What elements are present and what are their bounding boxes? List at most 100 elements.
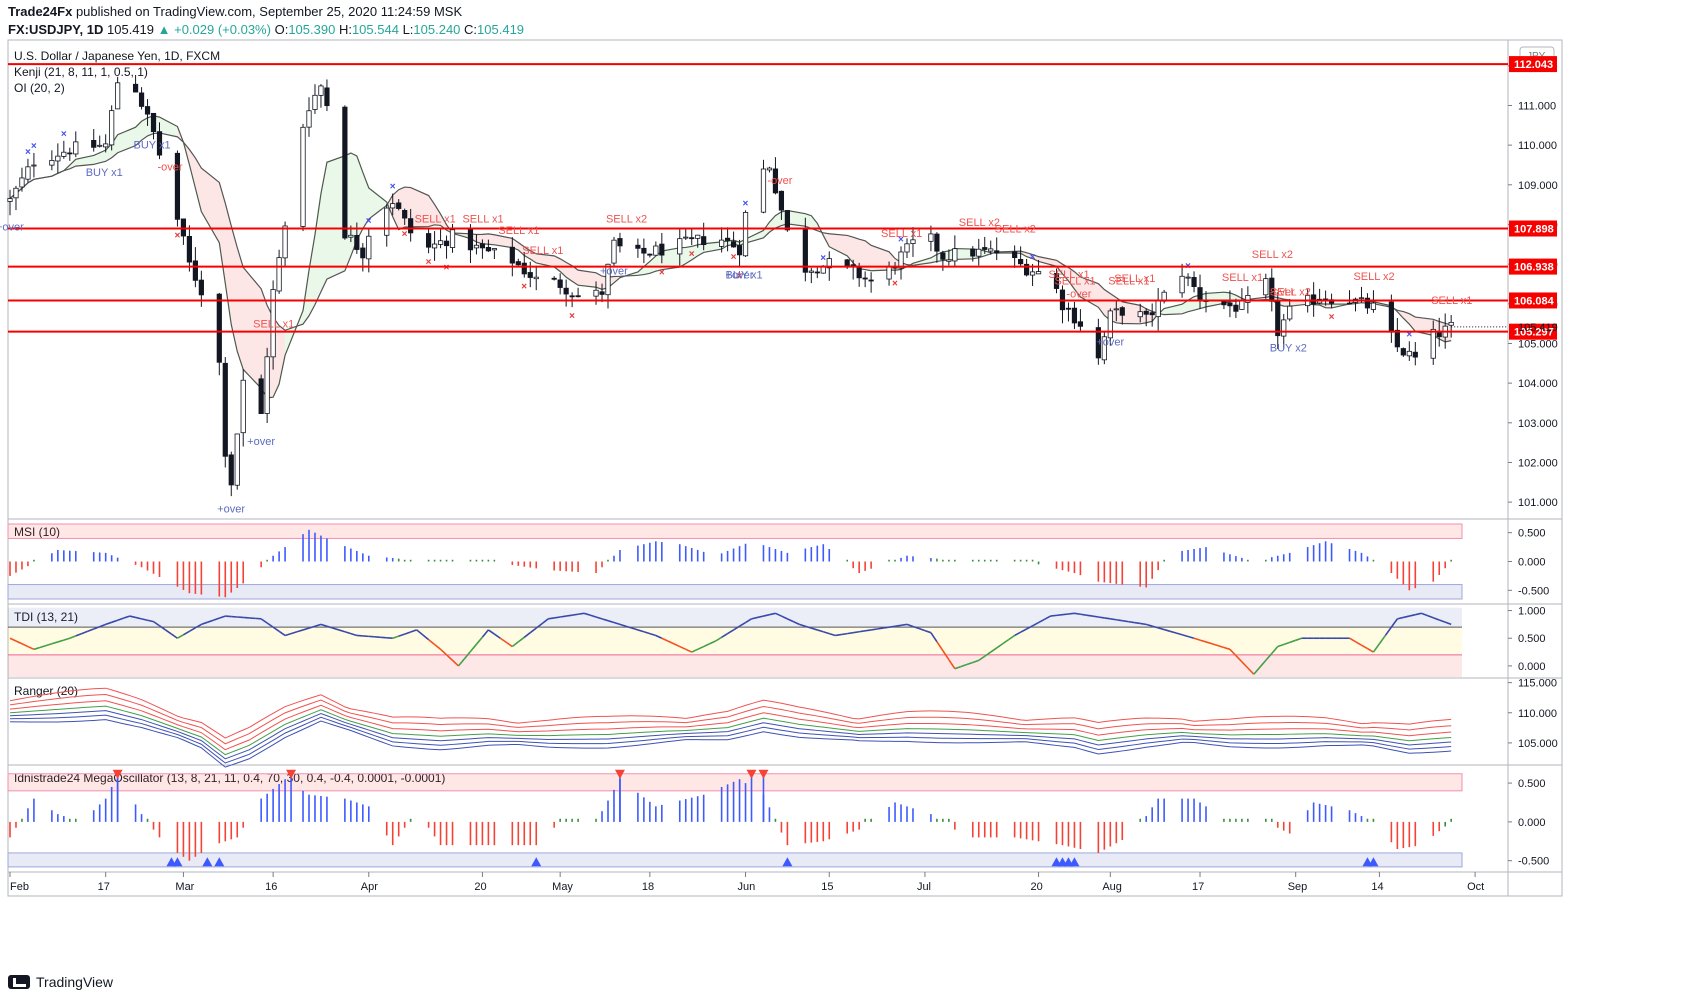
candle-body [1143, 310, 1149, 315]
tdi-line-segment [1128, 620, 1135, 624]
tdi-line-segment [637, 629, 645, 633]
candle-body [138, 92, 145, 107]
tdi-line-segment [87, 628, 95, 633]
up-arrow-icon [782, 857, 793, 867]
candle-body [659, 243, 665, 256]
tdi-line-segment [296, 629, 304, 633]
tdi-line-segment [445, 654, 454, 661]
tdi-line-segment [541, 618, 549, 625]
tdi-line-segment [1372, 643, 1381, 653]
tdi-line-segment [954, 665, 962, 670]
tdi-line-segment [566, 614, 573, 617]
buy-marker: × [390, 182, 396, 193]
tdi-line-segment [1181, 634, 1189, 638]
tdi-line-segment [990, 647, 998, 653]
candle-body [1191, 277, 1197, 288]
tdi-line-segment [1002, 638, 1010, 645]
cloud-segment [135, 121, 142, 146]
tdi-line-segment [493, 633, 501, 639]
candle-body [719, 239, 725, 247]
tdi-line-segment [201, 621, 208, 626]
tdi-line-segment [1438, 619, 1446, 623]
y-tick-label: 0.000 [1518, 557, 1546, 569]
signal-label: BUY x1 [726, 269, 763, 281]
tdi-line-segment [535, 622, 543, 629]
candle-body [509, 246, 515, 264]
signal-label: +over [0, 222, 24, 234]
signal-label: SELL x2 [606, 213, 647, 225]
tdi-line-segment [811, 627, 818, 631]
y-tick-label: 0.000 [1518, 817, 1546, 829]
candle-body [318, 85, 324, 96]
cloud-segment [853, 237, 860, 269]
candle-body [67, 152, 73, 155]
cloud-segment [572, 265, 579, 286]
footer: TradingView [8, 974, 113, 990]
publisher-name[interactable]: Trade24Fx [8, 4, 73, 19]
tdi-line-segment [440, 648, 448, 656]
tdi-line-segment [841, 632, 848, 636]
tdi-line-segment [966, 661, 974, 666]
level-price-box [1509, 220, 1557, 237]
signal-label: SELL x2 [959, 217, 1000, 229]
candle-body [1364, 297, 1371, 309]
tdi-line-segment [1056, 613, 1063, 617]
candle-body [701, 236, 707, 246]
candle-body [1287, 305, 1293, 320]
tdi-line-segment [153, 620, 160, 627]
tdi-line-segment [942, 650, 950, 661]
x-tick-label: 18 [642, 881, 654, 893]
candle-body [599, 291, 605, 295]
candle-body [300, 126, 306, 227]
tdi-line-segment [948, 659, 956, 670]
cloud-segment [314, 193, 321, 305]
tdi-line-segment [1217, 644, 1225, 649]
cloud-segment [1062, 264, 1069, 281]
signal-label: -over [1066, 289, 1091, 301]
tdi-line-segment [75, 632, 83, 637]
candle-body [952, 248, 958, 262]
tdi-line-segment [1193, 637, 1201, 641]
tdi-line-segment [1390, 618, 1399, 628]
tdi-line-segment [548, 617, 555, 620]
footer-brand[interactable]: TradingView [36, 974, 114, 990]
signal-label: SELL x1 [1048, 269, 1089, 281]
tdi-line-segment [135, 616, 142, 620]
cloud-segment [1325, 303, 1332, 308]
candle-body [390, 203, 396, 209]
tdi-line-segment [924, 629, 932, 634]
candle-body [1071, 307, 1078, 324]
candle-body [1412, 351, 1418, 358]
signal-label: SELL x2 [995, 224, 1036, 236]
cloud-segment [476, 234, 483, 244]
tdi-line-segment [57, 639, 65, 643]
tdi-line-segment [697, 645, 705, 651]
tdi-line-segment [1355, 640, 1362, 646]
cloud-segment [398, 187, 405, 230]
candle-body [605, 263, 611, 296]
candle-body [970, 248, 976, 257]
tdi-line-segment [1426, 614, 1434, 619]
tdi-line-segment [1038, 618, 1045, 624]
tdi-line-segment [308, 625, 316, 629]
sell-marker: × [426, 257, 432, 268]
x-tick-label: 17 [1192, 881, 1204, 893]
tdi-line-segment [631, 627, 639, 631]
candle-body [473, 244, 480, 249]
candle-body [396, 202, 402, 209]
candle-body [1095, 327, 1101, 359]
x-tick-label: 15 [821, 881, 833, 893]
tdi-line-segment [1151, 625, 1159, 629]
pane-label: TDI (13, 21) [14, 610, 78, 624]
candle-body [593, 289, 599, 297]
signal-label: SELL x2 [1252, 249, 1293, 261]
tdi-line-segment [649, 632, 657, 637]
x-tick-label: 20 [474, 881, 486, 893]
y-tick-label: 101.000 [1518, 497, 1558, 509]
msi-pane: 0.500 0.000 -0.500 MSI (10) [7, 523, 1549, 600]
candle-body [976, 248, 982, 257]
up-arrow-icon [1069, 857, 1080, 867]
signal-label: SELL x1 [1222, 272, 1263, 284]
candle-body [1245, 295, 1251, 303]
